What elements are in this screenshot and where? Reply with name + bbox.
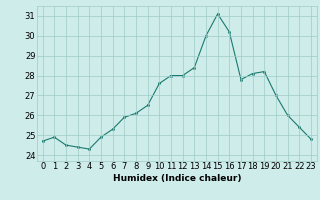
X-axis label: Humidex (Indice chaleur): Humidex (Indice chaleur) xyxy=(113,174,241,183)
